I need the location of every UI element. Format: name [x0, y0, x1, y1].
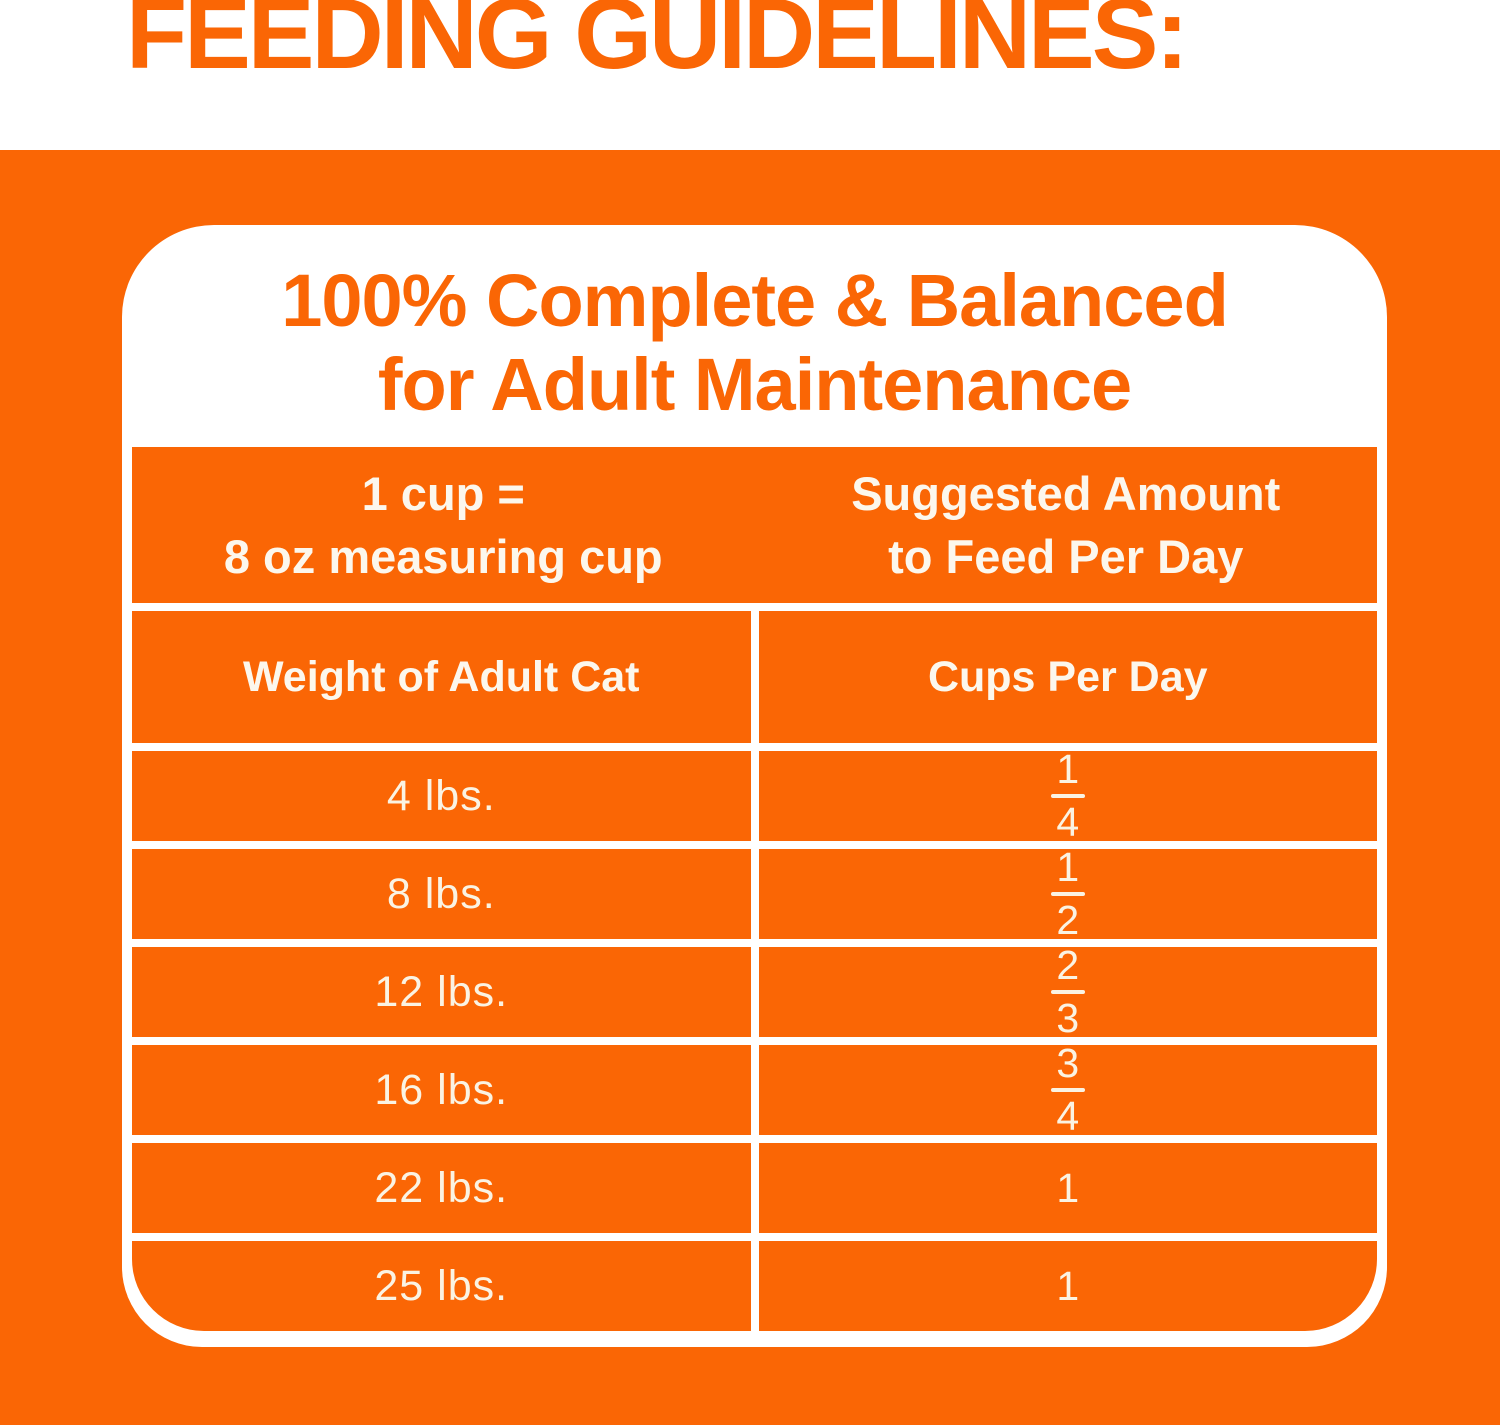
fraction-one-half: 1 2: [1050, 844, 1085, 943]
feeding-table: 1 cup = 8 oz measuring cup Suggested Amo…: [132, 447, 1377, 1331]
fraction-denominator: 4: [1056, 799, 1080, 845]
cups-cell-row5: 1: [758, 1143, 1377, 1233]
header-cup-definition: 1 cup = 8 oz measuring cup: [132, 447, 755, 603]
whole-number-value: 1: [1056, 1164, 1080, 1211]
fraction-bar: [1050, 892, 1085, 896]
fraction-denominator: 2: [1056, 897, 1080, 943]
fraction-numerator: 1: [1056, 746, 1080, 792]
page-title: FEEDING GUIDELINES:: [126, 0, 1189, 90]
cups-cell-row4: 3 4: [758, 1040, 1377, 1139]
cups-cell-row6: 1: [758, 1241, 1377, 1331]
header-suggested-line1: Suggested Amount: [851, 466, 1281, 520]
weight-cell-row5: 22 lbs.: [132, 1143, 751, 1233]
weight-cell-row1: 4 lbs.: [132, 751, 751, 841]
feeding-guidelines-card: 100% Complete & Balanced for Adult Maint…: [122, 225, 1387, 1347]
card-title-line2: for Adult Maintenance: [377, 343, 1132, 426]
header-suggested-line2: to Feed Per Day: [888, 530, 1244, 583]
weight-cell-row4: 16 lbs.: [132, 1045, 751, 1135]
fraction-three-quarters: 3 4: [1050, 1040, 1085, 1139]
header-suggested-amount: Suggested Amount to Feed Per Day: [755, 447, 1378, 603]
cups-cell-row3: 2 3: [758, 942, 1377, 1041]
fraction-numerator: 3: [1056, 1040, 1080, 1086]
fraction-denominator: 3: [1056, 995, 1080, 1041]
fraction-bar: [1050, 990, 1085, 994]
cups-cell-row2: 1 2: [758, 844, 1377, 943]
fraction-numerator: 2: [1056, 942, 1080, 988]
whole-number-value: 1: [1056, 1262, 1080, 1309]
header-cup-line2: 8 oz measuring cup: [223, 530, 663, 583]
card-title: 100% Complete & Balanced for Adult Maint…: [122, 225, 1387, 447]
fraction-denominator: 4: [1056, 1093, 1080, 1139]
fraction-bar: [1050, 1088, 1085, 1092]
weight-cell-row3: 12 lbs.: [132, 947, 751, 1037]
card-title-line1: 100% Complete & Balanced: [281, 259, 1229, 343]
header-cup-line1: 1 cup =: [361, 466, 525, 520]
fraction-numerator: 1: [1056, 844, 1080, 890]
weight-cell-row2: 8 lbs.: [132, 849, 751, 939]
fraction-bar: [1050, 794, 1085, 798]
weight-cell-row6: 25 lbs.: [132, 1241, 751, 1331]
column-header-cups: Cups Per Day: [758, 611, 1377, 743]
fraction-two-thirds: 2 3: [1050, 942, 1085, 1041]
cups-cell-row1: 1 4: [758, 746, 1377, 845]
table-header-band: 1 cup = 8 oz measuring cup Suggested Amo…: [132, 447, 1377, 603]
fraction-one-quarter: 1 4: [1050, 746, 1085, 845]
column-header-weight: Weight of Adult Cat: [132, 611, 751, 743]
